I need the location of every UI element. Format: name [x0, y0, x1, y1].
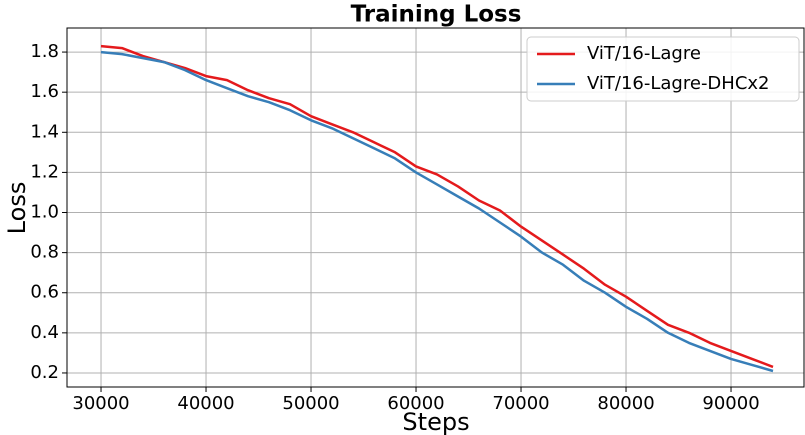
y-tick-label: 0.6: [30, 282, 59, 303]
y-tick-label: 0.8: [30, 242, 59, 263]
x-tick-label: 70000: [492, 393, 549, 414]
y-tick-label: 0.2: [30, 362, 59, 383]
y-tick-label: 0.4: [30, 322, 59, 343]
y-tick-label: 1.2: [30, 161, 59, 182]
x-tick-label: 60000: [387, 393, 444, 414]
y-axis-label: Loss: [3, 182, 31, 235]
y-tick-label: 1.0: [30, 202, 59, 223]
x-tick-label: 80000: [597, 393, 654, 414]
x-tick-label: 50000: [282, 393, 339, 414]
y-tick-label: 1.8: [30, 41, 59, 62]
line-series: [100, 50, 774, 373]
x-tick-label: 30000: [72, 393, 129, 414]
chart-title: Training Loss: [351, 2, 522, 28]
legend-label: ViT/16-Lagre-DHCx2: [587, 73, 770, 94]
legend-box: [526, 36, 800, 102]
legend-label: ViT/16-Lagre: [587, 43, 701, 64]
x-tick-label: 90000: [702, 393, 759, 414]
x-axis-label: Steps: [402, 408, 469, 435]
x-tick-label: 40000: [177, 393, 234, 414]
y-tick-label: 1.6: [30, 81, 59, 102]
plot-frame: [66, 27, 805, 388]
y-tick-label: 1.4: [30, 121, 59, 142]
line-series: [100, 44, 774, 369]
